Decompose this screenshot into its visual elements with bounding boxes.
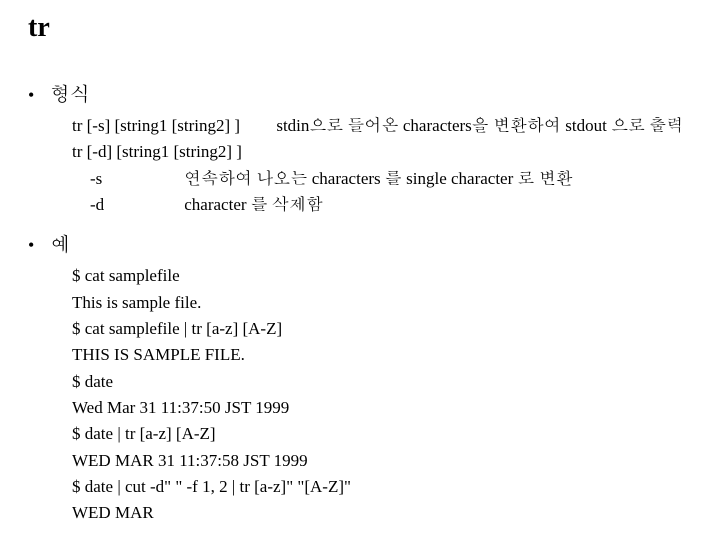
format-content: tr [-s] [string1 [string2] ] stdin으로 들어온… bbox=[72, 113, 692, 218]
option-d-key: -d bbox=[90, 192, 180, 218]
example-line: $ cat samplefile | tr [a-z] [A-Z] bbox=[72, 316, 692, 342]
example-line: This is sample file. bbox=[72, 290, 692, 316]
option-s-key: -s bbox=[90, 166, 180, 192]
example-line: $ date | tr [a-z] [A-Z] bbox=[72, 421, 692, 447]
page-title: tr bbox=[28, 12, 692, 44]
example-line: $ date | cut -d" " -f 1, 2 | tr [a-z]" "… bbox=[72, 474, 692, 500]
bullet-icon: • bbox=[28, 235, 50, 256]
example-line: WED MAR 31 11:37:58 JST 1999 bbox=[72, 448, 692, 474]
bullet-icon: • bbox=[28, 85, 50, 106]
section-format-label: 형식 bbox=[50, 78, 90, 107]
example-line: THIS IS SAMPLE FILE. bbox=[72, 342, 692, 368]
syntax-note-1: stdin으로 들어온 characters을 변환하여 stdout 으로 출… bbox=[276, 113, 683, 139]
syntax-line-2: tr [-d] [string1 [string2] ] bbox=[72, 139, 692, 165]
syntax-line-1: tr [-s] [string1 [string2] ] bbox=[72, 116, 240, 135]
section-example: • 예 bbox=[28, 228, 692, 257]
example-line: $ cat samplefile bbox=[72, 263, 692, 289]
example-line: Wed Mar 31 11:37:50 JST 1999 bbox=[72, 395, 692, 421]
option-s-desc: 연속하여 나오는 characters 를 single character 로… bbox=[184, 169, 573, 188]
example-content: $ cat samplefile This is sample file. $ … bbox=[72, 263, 692, 526]
section-example-label: 예 bbox=[50, 228, 70, 257]
example-line: $ date bbox=[72, 369, 692, 395]
example-line: WED MAR bbox=[72, 500, 692, 526]
option-d-desc: character 를 삭제함 bbox=[184, 195, 323, 214]
section-format: • 형식 bbox=[28, 78, 692, 107]
